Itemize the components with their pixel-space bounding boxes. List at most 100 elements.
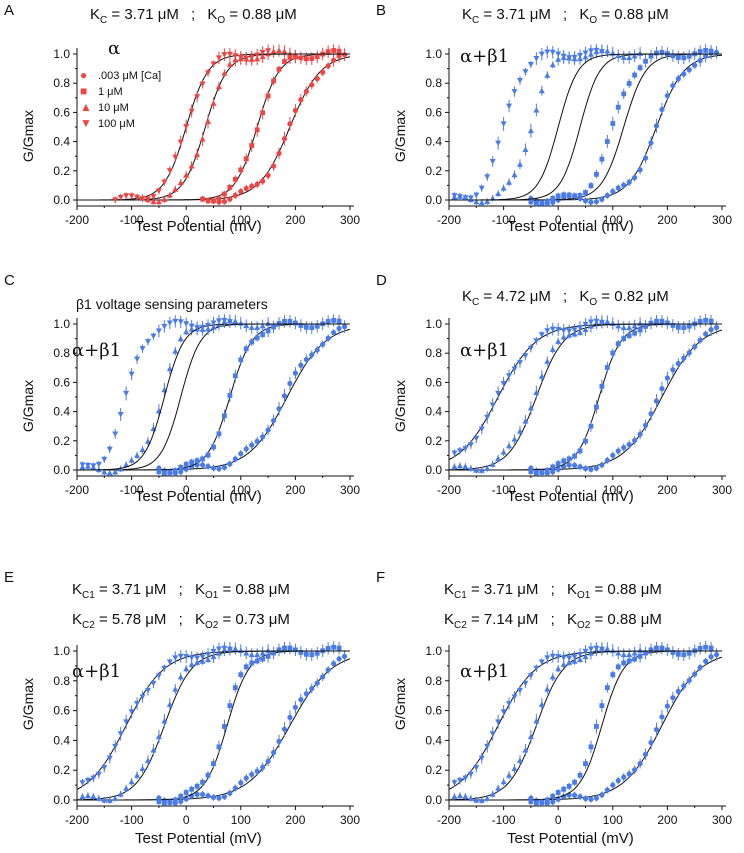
data-point bbox=[134, 452, 141, 458]
data-point bbox=[566, 462, 572, 468]
data-point bbox=[637, 65, 643, 71]
data-point bbox=[172, 186, 179, 192]
legend-item: ▲ 10 μM bbox=[80, 100, 129, 114]
data-point bbox=[675, 55, 681, 60]
data-point bbox=[298, 649, 304, 655]
data-point bbox=[331, 317, 337, 323]
data-point bbox=[609, 320, 616, 327]
data-point bbox=[292, 704, 298, 710]
data-point bbox=[648, 411, 654, 417]
data-point bbox=[303, 651, 309, 657]
fit-curve bbox=[76, 650, 350, 790]
y-tick-label: 0.2 bbox=[53, 164, 70, 178]
data-point bbox=[621, 91, 627, 97]
data-point bbox=[139, 346, 146, 352]
data-point bbox=[615, 185, 621, 191]
data-point bbox=[555, 193, 561, 199]
data-point bbox=[697, 645, 703, 651]
data-point bbox=[577, 794, 583, 800]
data-point bbox=[123, 461, 130, 468]
y-tick-label: 1.0 bbox=[53, 317, 70, 331]
data-point bbox=[621, 774, 627, 780]
data-point bbox=[653, 123, 660, 129]
data-point bbox=[550, 799, 556, 805]
data-point bbox=[703, 47, 709, 53]
data-point bbox=[106, 446, 113, 453]
data-point bbox=[139, 694, 146, 700]
plot-title: α+β1 bbox=[460, 661, 510, 682]
data-point bbox=[248, 324, 255, 330]
data-point bbox=[473, 192, 480, 199]
data-point bbox=[583, 438, 588, 444]
data-point bbox=[150, 194, 157, 200]
data-point bbox=[281, 726, 288, 732]
data-point bbox=[555, 338, 562, 344]
data-point bbox=[566, 192, 572, 198]
x-tick-label: 0 bbox=[555, 483, 562, 497]
data-point bbox=[183, 328, 190, 335]
data-point bbox=[238, 780, 244, 786]
data-point bbox=[462, 463, 469, 470]
data-point bbox=[215, 55, 222, 61]
data-point bbox=[495, 190, 502, 197]
data-point bbox=[626, 179, 632, 185]
data-point bbox=[325, 645, 331, 651]
data-point bbox=[117, 791, 124, 797]
data-point bbox=[265, 758, 271, 764]
data-point bbox=[664, 93, 670, 99]
fit-curve bbox=[449, 323, 722, 471]
y-tick-label: 1.0 bbox=[53, 644, 70, 658]
data-point bbox=[462, 775, 469, 782]
data-point bbox=[254, 768, 260, 774]
fit-curve bbox=[449, 329, 723, 471]
data-point bbox=[144, 196, 151, 203]
data-point bbox=[577, 464, 583, 470]
data-point bbox=[167, 800, 173, 805]
x-tick-label: 200 bbox=[657, 483, 677, 497]
x-tick-label: 300 bbox=[340, 483, 360, 497]
data-point bbox=[210, 465, 217, 471]
data-point bbox=[478, 185, 485, 192]
data-point bbox=[243, 322, 250, 329]
data-point bbox=[681, 652, 687, 658]
data-point bbox=[478, 199, 485, 206]
data-point bbox=[653, 726, 660, 733]
data-point bbox=[538, 373, 545, 379]
x-axis-label: Test Potential (mV) bbox=[507, 830, 634, 847]
data-point bbox=[675, 360, 681, 367]
data-point bbox=[298, 323, 304, 328]
data-point bbox=[282, 319, 287, 324]
data-point bbox=[631, 52, 638, 59]
plot-title: α+β1 bbox=[72, 661, 122, 682]
x-tick-label: 300 bbox=[712, 813, 732, 827]
data-point bbox=[670, 53, 676, 59]
data-point bbox=[112, 468, 119, 475]
data-point bbox=[117, 411, 124, 418]
data-point bbox=[101, 468, 108, 475]
y-tick-label: 0.0 bbox=[425, 793, 442, 807]
data-point bbox=[632, 767, 638, 773]
data-point bbox=[325, 335, 331, 341]
data-point bbox=[642, 422, 649, 428]
x-tick-label: 0 bbox=[183, 813, 190, 827]
data-point bbox=[648, 320, 654, 326]
data-point bbox=[621, 336, 627, 341]
data-point bbox=[254, 127, 260, 133]
data-point bbox=[632, 72, 638, 78]
data-point bbox=[221, 198, 228, 205]
data-point bbox=[325, 667, 331, 673]
data-point bbox=[287, 380, 293, 387]
data-point bbox=[500, 121, 507, 127]
data-point bbox=[489, 159, 496, 165]
data-point bbox=[144, 687, 151, 694]
data-point bbox=[594, 724, 599, 729]
data-point bbox=[549, 49, 556, 56]
y-tick-label: 0.4 bbox=[53, 733, 70, 747]
data-point bbox=[637, 327, 643, 333]
data-point bbox=[199, 81, 206, 87]
data-point bbox=[260, 178, 266, 184]
data-point bbox=[134, 194, 141, 201]
data-point bbox=[544, 328, 551, 334]
data-point bbox=[155, 198, 162, 205]
data-point bbox=[538, 51, 545, 58]
